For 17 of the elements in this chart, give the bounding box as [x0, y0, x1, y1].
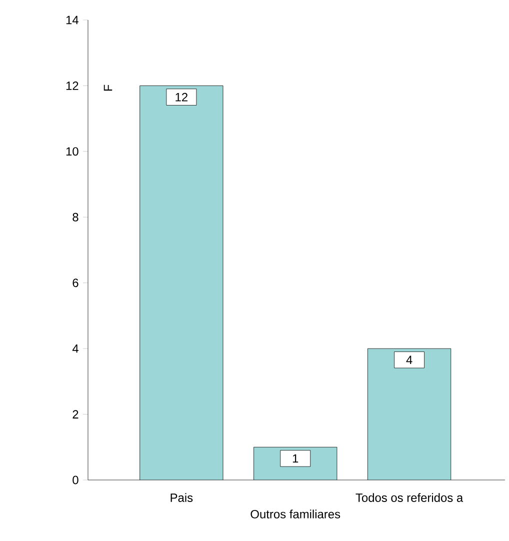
y-tick-label: 2: [72, 410, 78, 418]
bar: [368, 348, 452, 480]
x-tick-label: Outros familiares: [250, 510, 340, 518]
data-label: 12: [176, 92, 188, 102]
y-tick-label: 6: [72, 278, 78, 288]
data-label: 4: [406, 356, 412, 364]
y-tick-label: 14: [66, 16, 78, 24]
y-tick-label: 8: [72, 212, 78, 222]
y-axis-title: F: [104, 84, 112, 91]
bar: [140, 86, 224, 480]
y-tick-label: 12: [66, 82, 78, 90]
y-tick-label: 4: [72, 344, 78, 353]
y-tick-label: 10: [66, 147, 78, 156]
y-tick-label: 0: [72, 476, 78, 484]
x-tick-label: Todos os referidos a: [356, 493, 464, 502]
data-label: 1: [292, 454, 298, 463]
x-tick-label: Pais: [170, 493, 193, 502]
